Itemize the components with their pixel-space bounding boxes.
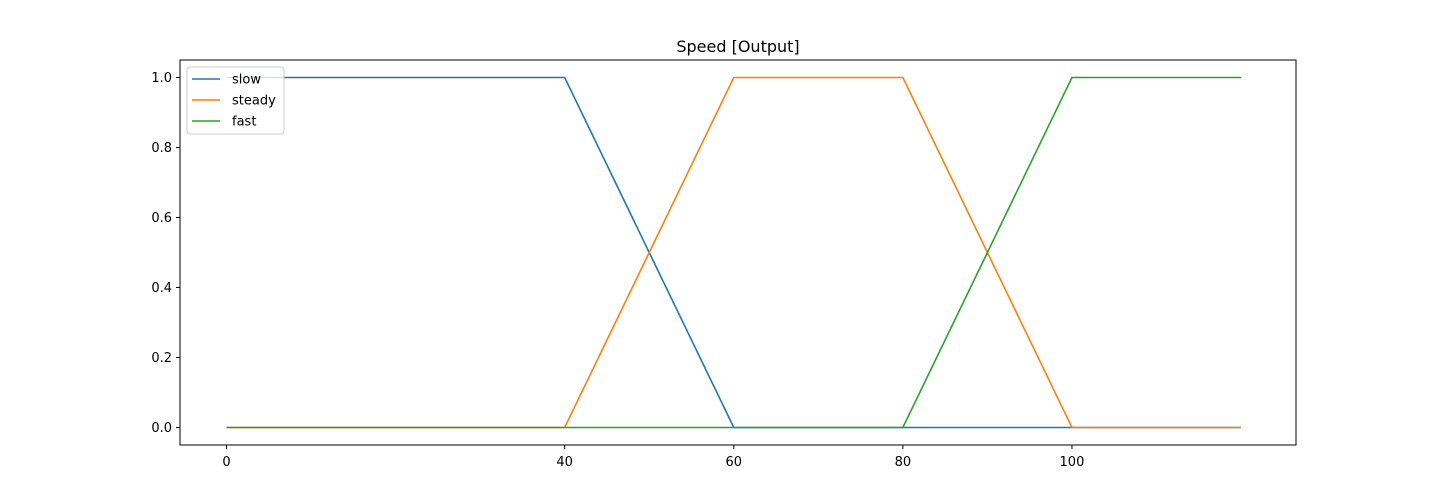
x-tick-label: 100 (1060, 455, 1085, 470)
legend-label-slow: slow (232, 73, 261, 88)
x-tick-label: 80 (895, 455, 912, 470)
y-tick-label: 0.0 (151, 421, 172, 436)
y-tick-label: 0.8 (151, 141, 172, 156)
y-tick-label: 0.2 (151, 351, 172, 366)
chart-title: Speed [Output] (676, 37, 799, 56)
series-line-fast (226, 76, 1242, 429)
series-layer (226, 76, 1242, 429)
y-tick-label: 0.6 (151, 211, 172, 226)
x-tick-label: 0 (222, 455, 230, 470)
plot-frame (179, 59, 1297, 446)
legend-label-steady: steady (232, 94, 276, 109)
y-tick-label: 0.4 (151, 281, 172, 296)
plot-area (180, 60, 1296, 445)
x-tick-label: 40 (556, 455, 573, 470)
y-tick-label: 1.0 (151, 71, 172, 86)
x-tick-label: 60 (725, 455, 742, 470)
legend-box (186, 66, 285, 135)
legend: slow steady fast (186, 66, 285, 135)
legend-label-fast: fast (232, 115, 256, 130)
axes-layer: 0 40 60 80 100 0.0 0.2 0.4 0.6 0.8 1.0 (151, 71, 1084, 470)
